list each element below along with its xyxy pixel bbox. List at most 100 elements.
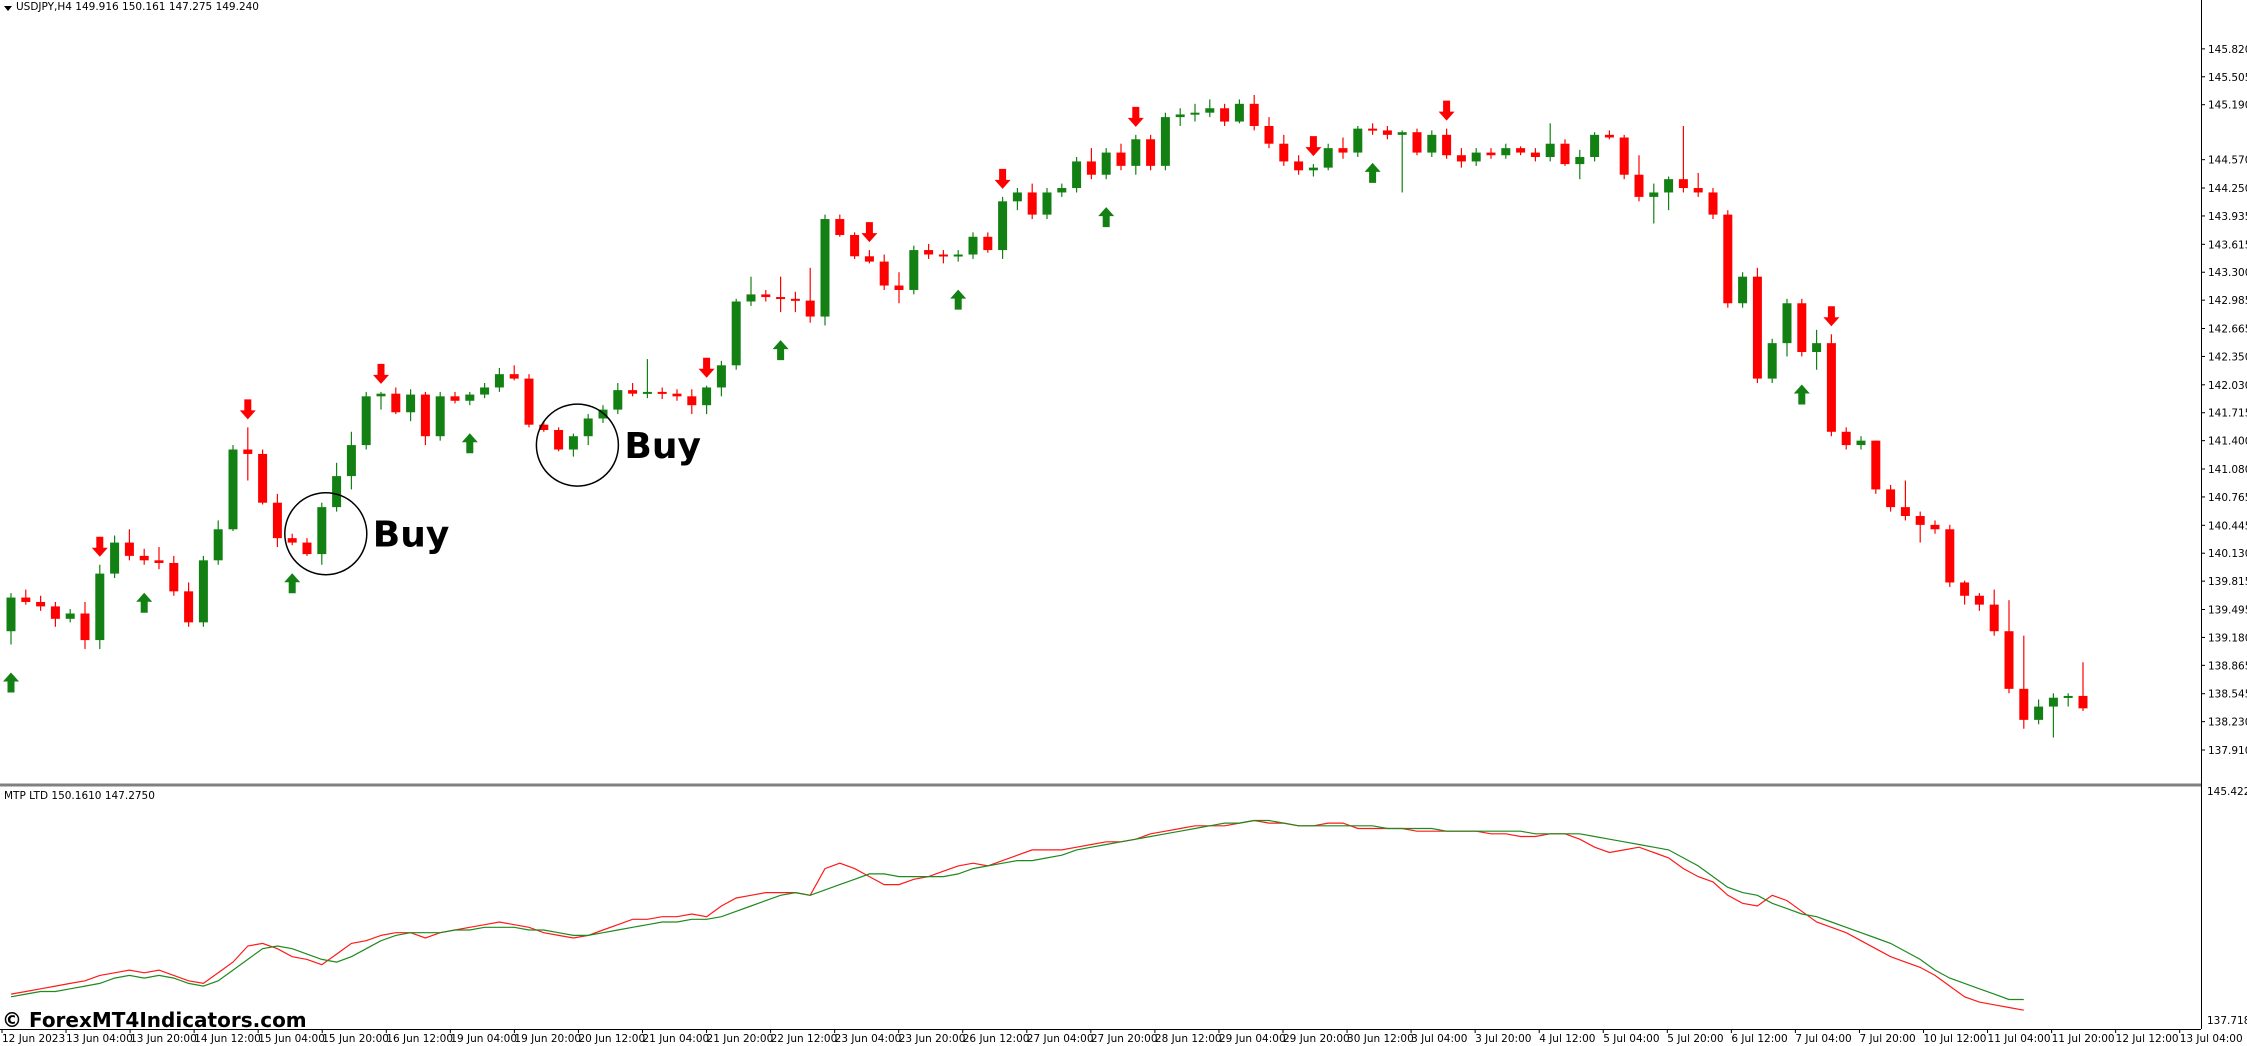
- candle-body: [435, 396, 445, 437]
- candle: [1368, 123, 1378, 135]
- candle: [1190, 103, 1200, 122]
- candle-body: [1723, 214, 1733, 304]
- time-tick-label: 30 Jun 12:00: [1347, 1033, 1414, 1045]
- symbol-dropdown-icon[interactable]: [4, 6, 12, 11]
- candle: [465, 391, 475, 406]
- candle: [317, 502, 327, 565]
- candle-body: [1116, 152, 1126, 166]
- buy-label: Buy: [624, 426, 701, 467]
- candle: [391, 387, 401, 415]
- candle-body: [1930, 524, 1940, 530]
- arrow-down-shape: [239, 399, 256, 420]
- arrow-down-shape: [373, 363, 389, 384]
- candle-body: [864, 256, 874, 262]
- candle-body: [1382, 130, 1392, 135]
- candle: [598, 405, 608, 423]
- candle: [509, 365, 519, 381]
- arrow-down-shape: [994, 168, 1011, 189]
- candle-body: [1072, 161, 1082, 189]
- candle: [287, 533, 297, 546]
- candle: [1752, 267, 1762, 384]
- candle: [568, 433, 578, 457]
- candle-body: [879, 261, 889, 286]
- candle: [1234, 99, 1244, 124]
- sell-arrow-icon: [994, 168, 1011, 189]
- candle-body: [1856, 440, 1866, 446]
- candle-body: [1412, 132, 1422, 153]
- candle-body: [21, 597, 31, 602]
- buy-circle: [284, 491, 368, 576]
- candle: [1900, 480, 1910, 521]
- price-tick-label: 138.865: [2208, 660, 2247, 672]
- arrow-up-shape: [950, 289, 967, 310]
- candle-body: [1190, 112, 1200, 115]
- candle: [1989, 589, 1999, 636]
- candle-body: [1279, 143, 1289, 162]
- candle-body: [1175, 114, 1185, 118]
- sell-arrow-icon: [1438, 100, 1455, 121]
- time-tick-label: 23 Jun 20:00: [899, 1033, 966, 1045]
- candle: [672, 389, 682, 401]
- candle-body: [1619, 137, 1629, 175]
- candle: [1974, 593, 1984, 611]
- buy-arrow-icon: [1364, 162, 1381, 183]
- arrow-up-shape: [1098, 207, 1115, 228]
- candle-body: [835, 219, 845, 236]
- price-tick-label: 139.815: [2208, 576, 2247, 588]
- candle: [1664, 176, 1674, 211]
- candle: [879, 254, 889, 290]
- price-tick-label: 141.400: [2208, 436, 2247, 448]
- candle-body: [1752, 276, 1762, 379]
- candle: [746, 276, 756, 306]
- candle-body: [391, 393, 401, 413]
- candle-body: [1146, 139, 1156, 166]
- time-tick-label: 14 Jun 12:00: [194, 1033, 261, 1045]
- candle-body: [154, 560, 164, 563]
- candle: [1871, 440, 1881, 494]
- candle: [1486, 148, 1496, 159]
- time-tick-label: 27 Jun 04:00: [1027, 1033, 1094, 1045]
- candle-body: [1634, 174, 1644, 197]
- candle-body: [287, 538, 297, 543]
- candle-body: [1708, 192, 1718, 215]
- time-tick-label: 6 Jul 12:00: [1731, 1033, 1787, 1045]
- candle-body: [628, 390, 638, 394]
- candle: [716, 360, 726, 397]
- time-tick-label: 12 Jun 2023: [2, 1033, 65, 1045]
- symbol-header: USDJPY,H4 149.916 150.161 147.275 149.24…: [4, 1, 259, 13]
- candle-body: [1871, 440, 1881, 490]
- candle-body: [1516, 148, 1526, 153]
- time-tick-label: 29 Jun 04:00: [1219, 1033, 1286, 1045]
- candle-body: [184, 591, 194, 623]
- candle-body: [169, 562, 179, 592]
- candle: [169, 555, 179, 596]
- sell-arrow-icon: [1823, 306, 1840, 327]
- candle: [731, 298, 741, 370]
- candle-body: [1294, 161, 1304, 171]
- arrow-down-shape: [1438, 100, 1455, 121]
- candle-body: [1738, 276, 1748, 304]
- candle: [938, 250, 948, 264]
- candle: [1397, 130, 1407, 193]
- candle: [243, 427, 253, 481]
- candle-body: [1693, 188, 1703, 193]
- sell-arrow-icon: [239, 399, 256, 420]
- candle: [761, 289, 771, 302]
- candle-body: [1012, 192, 1022, 202]
- candle-body: [124, 542, 134, 556]
- candle-body: [110, 542, 120, 574]
- arrow-down-shape: [698, 357, 715, 378]
- candle-body: [731, 301, 741, 366]
- candle-body: [1501, 148, 1511, 156]
- indicator-top-tick: 145.4221: [2207, 786, 2247, 798]
- candle-body: [554, 430, 564, 450]
- candle: [1886, 484, 1896, 512]
- candle-body: [746, 294, 756, 302]
- sell-arrow-icon: [1305, 136, 1322, 157]
- candle-body: [1042, 192, 1052, 215]
- candle-body: [539, 424, 549, 431]
- candle-body: [1767, 343, 1777, 379]
- candle-body: [509, 374, 519, 379]
- sell-arrow-icon: [1127, 106, 1144, 127]
